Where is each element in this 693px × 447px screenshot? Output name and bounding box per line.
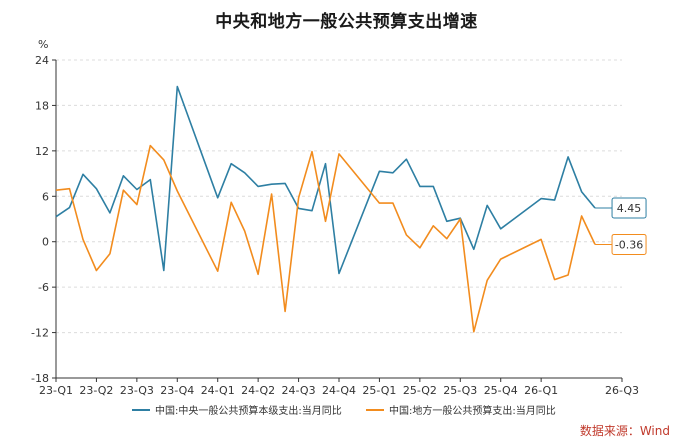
y-tick-label: 18 xyxy=(35,99,49,112)
callout-value-label: -0.36 xyxy=(615,238,643,251)
y-tick-label: -18 xyxy=(31,372,49,385)
x-tick-label: 24-Q4 xyxy=(322,384,356,397)
end-value-callouts: 4.45 -0.36 xyxy=(595,197,647,255)
x-tick-label: 23-Q4 xyxy=(160,384,194,397)
y-tick-label: 0 xyxy=(42,236,49,249)
x-tick-label: 23-Q3 xyxy=(120,384,154,397)
grid-lines xyxy=(56,59,622,334)
x-tick-label: 23-Q1 xyxy=(39,384,73,397)
y-tick-label: 6 xyxy=(42,190,49,203)
y-tick-label: 12 xyxy=(35,145,49,158)
x-tick-label: 25-Q1 xyxy=(362,384,396,397)
series-lines xyxy=(55,85,596,333)
x-tick-label: 23-Q2 xyxy=(79,384,113,397)
callout-box xyxy=(611,233,647,255)
callout-value-label: 4.45 xyxy=(617,202,642,215)
y-tick-label: 24 xyxy=(35,54,49,67)
series-line-1 xyxy=(55,85,596,275)
x-tick-label: 26-Q3 xyxy=(605,384,639,397)
series-line-2 xyxy=(55,144,596,333)
data-source-note: 数据来源：Wind xyxy=(579,424,670,438)
x-tick-label: 25-Q2 xyxy=(403,384,437,397)
x-tick-label: 26-Q1 xyxy=(524,384,558,397)
x-tick-label: 24-Q3 xyxy=(282,384,316,397)
y-tick-label: -6 xyxy=(38,281,49,294)
y-tick-label: -12 xyxy=(31,327,49,340)
legend-label: 中国:地方一般公共预算支出:当月同比 xyxy=(389,404,556,417)
callout-box xyxy=(611,197,647,219)
y-axis-unit-label: % xyxy=(38,38,48,51)
legend-label: 中国:中央一般公共预算本级支出:当月同比 xyxy=(155,404,342,417)
chart-title: 中央和地方一般公共预算支出增速 xyxy=(215,12,478,32)
legend: 中国:中央一般公共预算本级支出:当月同比 中国:地方一般公共预算支出:当月同比 xyxy=(132,404,556,417)
x-tick-labels: 23-Q1 23-Q2 23-Q3 23-Q4 24-Q1 24-Q2 24-Q3 24-Q4… xyxy=(39,384,639,397)
axes xyxy=(52,59,623,382)
x-tick-label: 25-Q3 xyxy=(443,384,477,397)
x-tick-label: 24-Q1 xyxy=(201,384,235,397)
x-tick-label: 24-Q2 xyxy=(241,384,275,397)
x-tick-label: 25-Q4 xyxy=(484,384,518,397)
y-tick-labels: 24 18 12 6 0 -6 -12 -18 xyxy=(31,54,49,385)
